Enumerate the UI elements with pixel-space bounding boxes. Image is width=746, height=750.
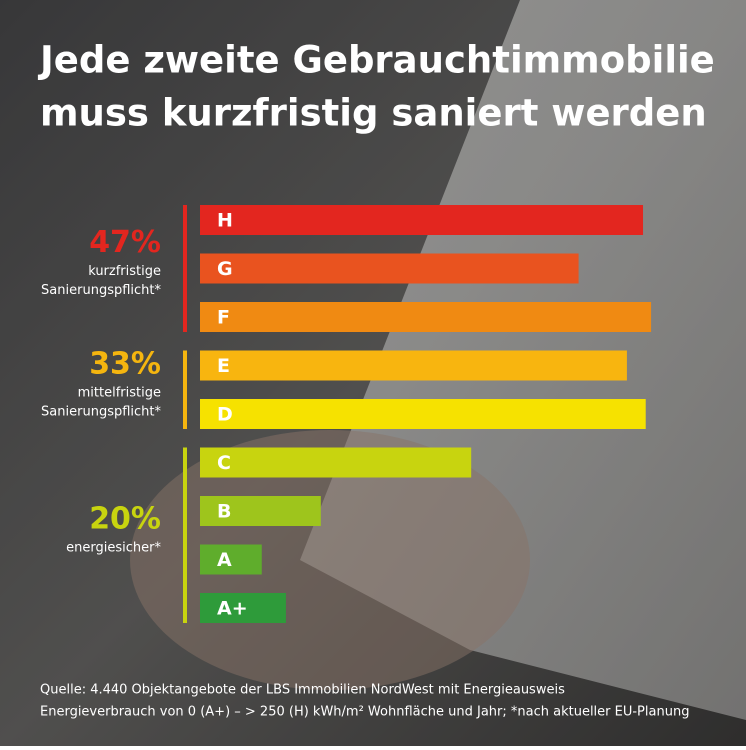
bar [200,593,286,623]
group-line [183,447,187,623]
group-text: Sanierungspflicht* [41,283,161,298]
bar [200,544,262,575]
source: Quelle: 4.440 Objektangebote der LBS Imm… [40,683,565,698]
title: Jede zweite Gebrauchtimmobilie [37,39,715,82]
category-label: A+ [217,598,248,620]
category-label: E [217,355,230,377]
category-label: F [217,307,230,329]
category-label: A [217,549,232,571]
group-line [183,205,187,332]
bar [200,496,321,526]
hand-photo [130,430,530,690]
group-line [183,350,187,429]
category-label: B [217,501,231,523]
group-text: Sanierungspflicht* [41,404,161,419]
bar [200,205,644,235]
category-label: D [217,404,233,426]
group-percent: 33% [89,346,161,381]
bar [200,253,579,284]
bar [200,399,646,429]
source: Energieverbrauch von 0 (A+) – > 250 (H) … [40,705,689,720]
title: muss kurzfristig saniert werden [40,92,707,135]
category-label: G [217,258,233,280]
group-text: energiesicher* [66,540,161,555]
group-text: mittelfristige [78,385,161,400]
group-text: kurzfristige [88,264,161,279]
bar [200,350,627,381]
bar [200,302,652,332]
group-percent: 47% [89,225,161,260]
category-label: H [217,210,233,232]
group-percent: 20% [89,501,161,536]
category-label: C [217,452,231,474]
bar [200,447,472,478]
